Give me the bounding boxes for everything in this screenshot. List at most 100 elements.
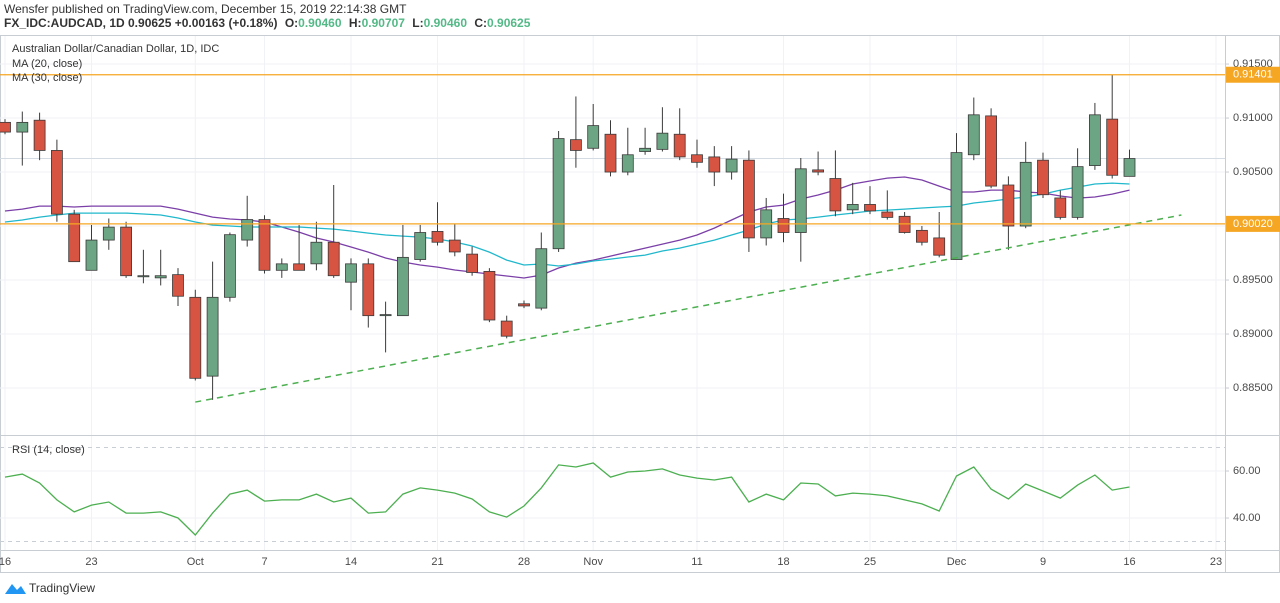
brand-logo: TradingView [5, 581, 95, 595]
candle-body [345, 263, 357, 283]
candle-body [639, 147, 651, 152]
candle-body [241, 219, 254, 241]
candle-body [691, 154, 703, 163]
trend-line [195, 214, 1182, 403]
published-line: Wensfer published on TradingView.com, De… [4, 2, 407, 16]
candle-body [864, 204, 876, 212]
candle-body [102, 226, 115, 241]
quote-c-val: 0.90625 [487, 16, 531, 30]
candle-body [137, 275, 150, 278]
candle-body [154, 275, 167, 279]
y-tick-label: 40.00 [1233, 512, 1261, 524]
candle-body [258, 219, 271, 271]
candle-body [1089, 114, 1101, 166]
candle-body [33, 119, 46, 151]
x-tick-label: 21 [431, 556, 443, 568]
main-grid [0, 36, 1225, 435]
candle-body [431, 231, 444, 243]
rsi-grid [0, 436, 1225, 550]
candle-body [310, 241, 323, 265]
candle-body [673, 133, 686, 158]
ma20-legend: MA (20, close) [12, 58, 82, 70]
x-tick-label: Nov [583, 556, 603, 568]
candle-body [362, 263, 375, 317]
candle-body [829, 178, 842, 212]
x-tick-label: 9 [1040, 556, 1046, 568]
candle-body [466, 253, 479, 273]
candle-body [725, 158, 738, 173]
y-tick-label: 0.91000 [1233, 112, 1273, 124]
candle-body [396, 256, 409, 317]
x-tick-label: 25 [864, 556, 876, 568]
ma-line [4, 182, 1130, 267]
candle-body [535, 248, 548, 309]
logo-icon [5, 584, 26, 594]
candle-body [656, 132, 669, 150]
y-tick-label: 0.89000 [1233, 328, 1273, 340]
x-tick-label: 7 [261, 556, 267, 568]
quote-c: C: [474, 16, 487, 30]
x-tick-label: 23 [85, 556, 97, 568]
x-tick-label: 18 [777, 556, 789, 568]
candle-body [570, 139, 582, 151]
candle-body [275, 263, 288, 271]
candle-body [483, 270, 496, 321]
candle-body [0, 121, 11, 133]
candle-body [846, 204, 859, 211]
y-tick-label: 60.00 [1233, 465, 1261, 477]
level-label: 0.90020 [1233, 218, 1273, 230]
candle-body [1123, 158, 1136, 177]
y-tick-label: 0.89500 [1233, 274, 1273, 286]
candle-body [1054, 197, 1067, 218]
candle-body [967, 114, 980, 156]
candle-body [120, 226, 132, 277]
main-plot [0, 74, 1225, 403]
x-tick-label: 14 [345, 556, 357, 568]
quote-o-val: 0.90460 [298, 16, 342, 30]
brand: TradingView [29, 581, 95, 595]
candle-body [206, 296, 219, 377]
candle-body [552, 138, 565, 250]
candle-body [448, 239, 461, 253]
candle-body [51, 150, 63, 215]
candle-body [68, 213, 81, 263]
rsi-legend: RSI (14, close) [12, 444, 85, 456]
quote-main: FX_IDC:AUDCAD, 1D 0.90625 +0.00163 (+0.1… [4, 16, 277, 30]
candle-body [1002, 184, 1015, 227]
quote-o: O: [285, 16, 298, 30]
quote-line: FX_IDC:AUDCAD, 1D 0.90625 +0.00163 (+0.1… [4, 16, 531, 30]
quote-h: H: [349, 16, 362, 30]
x-tick-label: Dec [947, 556, 967, 568]
quote-l: L: [412, 16, 423, 30]
candle-body [500, 320, 513, 337]
quote-h-val: 0.90707 [362, 16, 406, 30]
y-tick-label: 0.88500 [1233, 382, 1273, 394]
rsi-plot [4, 462, 1130, 536]
x-tick-label: 11 [691, 556, 702, 568]
candle-body [327, 241, 340, 277]
candle-body [1106, 118, 1119, 176]
y-tick-label: 0.90500 [1233, 166, 1273, 178]
x-tick-label: Oct [187, 556, 204, 568]
candle-body [1071, 166, 1084, 218]
ma30-legend: MA (30, close) [12, 72, 82, 84]
candle-body [1037, 159, 1049, 196]
candle-body [16, 121, 29, 133]
candle-body [223, 234, 236, 298]
x-tick-label: 16 [0, 556, 11, 568]
candle-body [881, 211, 894, 218]
candle-body [985, 115, 997, 187]
level-label: 0.91401 [1233, 69, 1273, 81]
main-title: Australian Dollar/Canadian Dollar, 1D, I… [12, 43, 219, 55]
candle-body [172, 274, 184, 297]
axes: 16 23 Oct 7 14 21 28 Nov 11 18 25 Dec 9 16 23 0.88500 0.… [0, 58, 1280, 568]
candle-body [604, 133, 617, 173]
level-label-box [1226, 215, 1280, 232]
candle-body [950, 152, 963, 260]
candle-body [1019, 161, 1032, 227]
candle-body [743, 159, 755, 239]
candle-body [379, 314, 392, 317]
candle-body [189, 296, 202, 379]
